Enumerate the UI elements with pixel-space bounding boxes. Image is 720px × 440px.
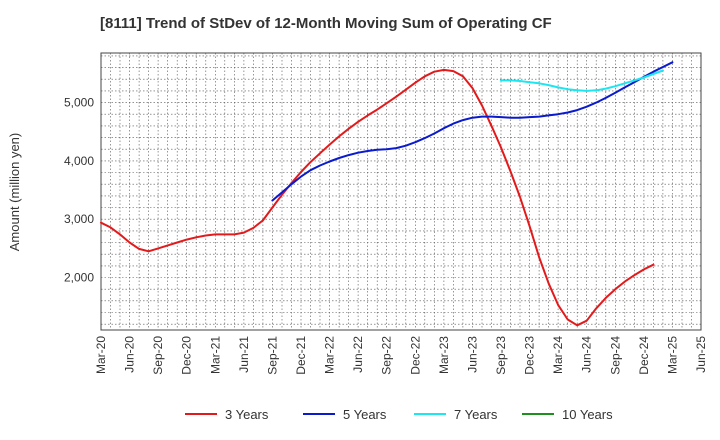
series-line-7-years <box>500 69 664 92</box>
y-tick-label: 2,000 <box>64 271 94 285</box>
y-axis-ticks: 2,000 3,000 4,000 5,000 <box>64 96 94 285</box>
grid <box>101 53 701 330</box>
x-tick-label: Jun-25 <box>694 336 708 373</box>
x-tick-label: Dec-21 <box>294 336 308 375</box>
plot-frame <box>100 52 702 331</box>
x-tick-label: Dec-22 <box>408 336 422 375</box>
x-tick-label: Mar-25 <box>665 336 679 374</box>
x-tick-label: Dec-20 <box>180 336 194 375</box>
x-tick-label: Sep-23 <box>494 336 508 375</box>
chart-title: [8111] Trend of StDev of 12-Month Moving… <box>100 15 552 32</box>
y-tick-label: 3,000 <box>64 212 94 226</box>
x-axis-ticks: Mar-20 Jun-20 Sep-20 Dec-20 Mar-21 Jun-21 Sep-… <box>94 336 708 375</box>
x-tick-label: Dec-24 <box>637 336 651 375</box>
x-tick-label: Sep-22 <box>380 336 394 375</box>
x-tick-label: Mar-22 <box>323 336 337 374</box>
legend-label: 10 Years <box>562 407 613 422</box>
series-line-5-years <box>271 61 674 202</box>
x-tick-label: Jun-22 <box>351 336 365 373</box>
legend-label: 3 Years <box>225 407 269 422</box>
x-tick-label: Jun-20 <box>123 336 137 373</box>
x-tick-label: Mar-24 <box>551 336 565 374</box>
x-tick-label: Mar-20 <box>94 336 108 374</box>
x-tick-label: Sep-24 <box>608 336 622 375</box>
x-tick-label: Mar-23 <box>437 336 451 374</box>
legend-label: 7 Years <box>454 407 498 422</box>
legend: 3 Years 5 Years 7 Years 10 Years <box>185 407 613 422</box>
y-tick-label: 4,000 <box>64 154 94 168</box>
series-line-3-years <box>100 68 655 327</box>
y-axis-label: Amount (million yen) <box>7 133 22 252</box>
x-tick-label: Jun-23 <box>465 336 479 373</box>
y-tick-label: 5,000 <box>64 96 94 110</box>
x-tick-label: Mar-21 <box>208 336 222 374</box>
x-tick-label: Jun-21 <box>237 336 251 373</box>
legend-label: 5 Years <box>343 407 387 422</box>
series-group <box>100 61 674 327</box>
x-tick-label: Sep-20 <box>151 336 165 375</box>
x-tick-label: Jun-24 <box>580 336 594 373</box>
x-tick-label: Sep-21 <box>265 336 279 375</box>
x-tick-label: Dec-23 <box>523 336 537 375</box>
